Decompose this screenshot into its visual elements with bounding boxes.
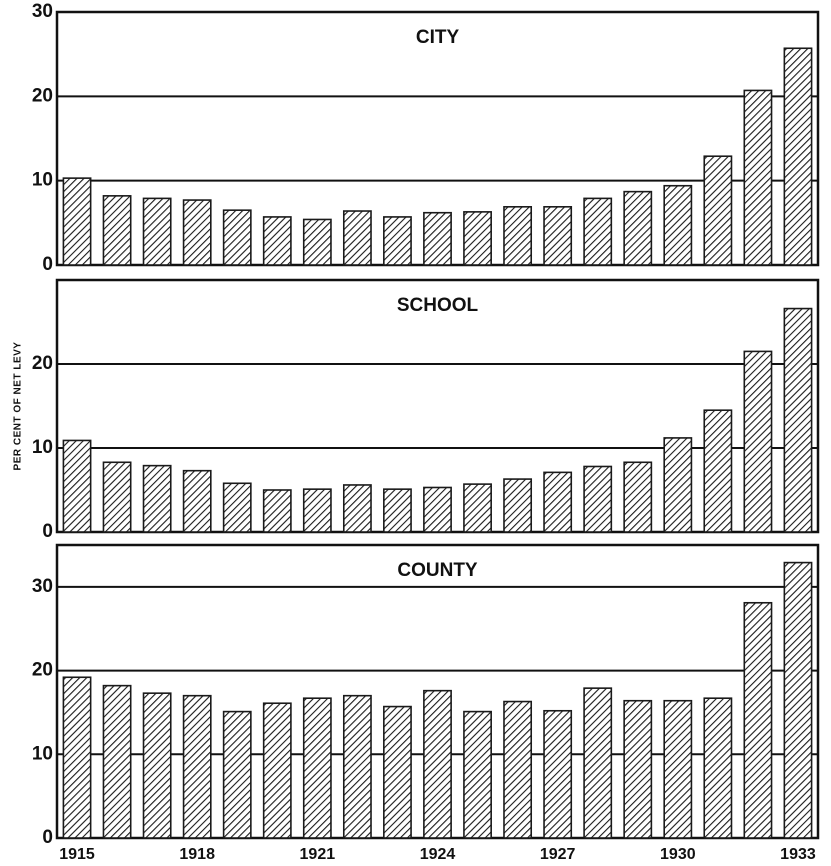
bar [463, 710, 492, 839]
bar [142, 464, 172, 533]
bar [463, 483, 492, 533]
bar [583, 197, 613, 266]
y-tick-label: 30 [32, 1, 53, 22]
x-tick-label: 1924 [420, 846, 456, 863]
x-tick-label: 1921 [300, 846, 336, 863]
panel-title: SCHOOL [397, 295, 479, 316]
bar [383, 216, 412, 266]
bar [262, 489, 292, 533]
bar [423, 486, 452, 533]
bar [342, 694, 372, 839]
bar [182, 469, 212, 533]
y-tick-label: 0 [42, 254, 53, 275]
bar [703, 155, 733, 266]
bar [543, 206, 573, 266]
bar [222, 710, 252, 839]
x-tick-label: 1933 [780, 846, 816, 863]
x-tick-label: 1930 [660, 846, 696, 863]
bar [623, 461, 653, 533]
bar [743, 601, 773, 839]
bar [423, 211, 452, 266]
bar [342, 484, 372, 533]
bar [583, 687, 613, 839]
y-tick-label: 0 [42, 521, 53, 542]
bar [222, 482, 252, 533]
bar [703, 697, 733, 839]
y-tick-label: 0 [42, 827, 53, 848]
y-tick-label: 20 [32, 660, 53, 681]
bar [102, 195, 132, 266]
bar [463, 211, 492, 266]
bar [783, 307, 813, 533]
bar [783, 561, 813, 839]
bar [62, 439, 92, 533]
bar [262, 216, 292, 266]
bar [102, 461, 132, 533]
x-tick-label: 1918 [179, 846, 215, 863]
bar [503, 700, 533, 839]
bar [623, 699, 653, 839]
y-tick-label: 10 [32, 170, 53, 191]
bar [663, 437, 693, 533]
bar [222, 209, 252, 266]
bar [342, 210, 372, 266]
bar [743, 350, 773, 533]
y-tick-label: 10 [32, 743, 53, 764]
y-tick-label: 30 [32, 576, 53, 597]
y-tick-label: 20 [32, 85, 53, 106]
bar [703, 409, 733, 533]
bar [743, 89, 773, 266]
bar [543, 471, 573, 533]
y-tick-label: 20 [32, 353, 53, 374]
bar [503, 478, 533, 533]
bar [383, 705, 412, 839]
bar [62, 177, 92, 266]
panel-title: COUNTY [397, 560, 478, 581]
panel-title: CITY [416, 27, 460, 48]
bar [142, 197, 172, 266]
bar [583, 465, 613, 533]
y-tick-label: 10 [32, 437, 53, 458]
bar [783, 47, 813, 266]
bar [302, 488, 332, 533]
bar [663, 699, 693, 839]
bar [302, 218, 332, 266]
bar [62, 676, 92, 839]
x-tick-label: 1927 [540, 846, 576, 863]
bar [262, 702, 292, 839]
bar [423, 689, 452, 839]
x-tick-label: 1915 [59, 846, 95, 863]
bar [182, 694, 212, 839]
bar [182, 199, 212, 266]
bar [503, 206, 533, 266]
bar [623, 190, 653, 266]
y-axis-label: PER CENT OF NET LEVY [13, 342, 24, 471]
bar [543, 709, 573, 839]
bar [102, 684, 132, 839]
bar [142, 692, 172, 839]
bar [302, 697, 332, 839]
bar [383, 488, 412, 533]
bar [663, 184, 693, 266]
